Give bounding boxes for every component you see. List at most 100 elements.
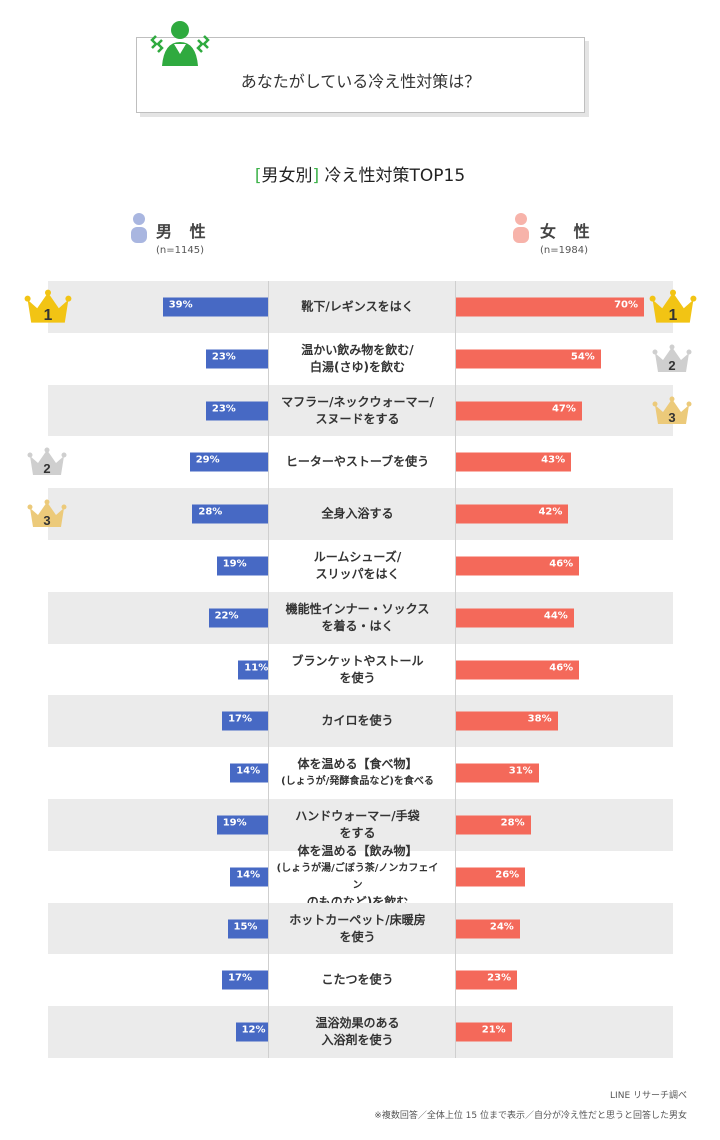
female-n: (n=1984) — [540, 245, 588, 256]
category-label-line: カイロを使う — [321, 713, 394, 728]
category-label: ブランケットやストール を使う — [275, 653, 440, 687]
female-value-label: 23% — [487, 972, 512, 984]
female-value-label: 26% — [495, 869, 520, 881]
rank-number: 3 — [43, 513, 50, 528]
rank-number: 2 — [43, 461, 50, 476]
category-label: ヒーターやストーブを使う — [275, 454, 440, 471]
category-label: 靴下/レギンスをはく — [275, 298, 440, 315]
female-person-icon — [513, 213, 529, 243]
female-bar: 23% — [455, 970, 518, 990]
female-value-label: 42% — [538, 506, 563, 518]
rank-number: 1 — [44, 307, 53, 324]
female-value-label: 24% — [489, 921, 514, 932]
female-value-label: 44% — [543, 610, 568, 622]
category-label: 機能性インナー・ソックス を着る・はく — [275, 601, 440, 635]
male-bar: 19% — [216, 556, 268, 576]
male-value-label: 23% — [211, 403, 236, 414]
category-label-line: スリッパをはく — [315, 566, 400, 581]
male-bar: 17% — [222, 711, 268, 731]
category-label-line: ルームシューズ/ — [313, 549, 402, 564]
female-bar: 46% — [455, 660, 580, 679]
female-value-label: 54% — [570, 351, 595, 363]
female-bar: 28% — [455, 815, 531, 835]
chart-row — [48, 1006, 673, 1058]
category-label-line: スヌードをする — [315, 411, 400, 426]
source-note: LINE リサーチ調べ — [610, 1091, 687, 1101]
female-bar: 26% — [455, 867, 526, 887]
male-bar: 17% — [222, 970, 268, 990]
female-bar: 46% — [455, 556, 580, 576]
female-bar: 31% — [455, 763, 539, 783]
category-label-line: (しょうが湯/ごぼう茶/ノンカフェイン — [276, 862, 439, 891]
male-bar: 23% — [205, 349, 268, 369]
male-value-label: 15% — [233, 921, 258, 932]
female-value-label: 38% — [527, 713, 552, 725]
category-label-line: を使う — [339, 929, 376, 944]
male-value-label: 22% — [214, 610, 239, 622]
rank-number: 2 — [668, 358, 675, 373]
male-person-icon — [131, 213, 147, 243]
rank-number: 1 — [669, 307, 678, 324]
question-text: あなたがしている冷え性対策は？ — [240, 72, 481, 91]
male-bar: 22% — [208, 608, 268, 628]
male-value-label: 39% — [168, 299, 193, 311]
male-value-label: 19% — [222, 558, 247, 570]
female-bar: 24% — [455, 919, 520, 938]
rank-3-crown-icon: 3 — [27, 499, 67, 528]
female-bar: 43% — [455, 452, 572, 472]
female-bar: 47% — [455, 401, 582, 420]
category-label-line: 機能性インナー・ソックス — [285, 601, 430, 616]
rank-3-crown-icon: 3 — [652, 396, 692, 425]
male-bar: 14% — [230, 867, 268, 887]
category-label: ハンドウォーマー/手袋 をする — [275, 808, 440, 842]
category-label-line: 温浴効果のある — [315, 1016, 400, 1031]
category-label: こたつを使う — [275, 972, 440, 989]
category-label: 体を温める【食べ物】 (しょうが/発酵食品など)を食べる — [275, 756, 440, 790]
male-n: (n=1145) — [156, 245, 204, 256]
male-bar: 12% — [235, 1022, 268, 1042]
category-label-line: マフラー/ネックウォーマー/ — [281, 394, 434, 409]
category-label-line: ハンドウォーマー/手袋 — [295, 808, 420, 823]
category-label: カイロを使う — [275, 713, 440, 730]
chart-row — [48, 488, 673, 540]
category-label-line: ブランケットやストール — [291, 653, 424, 668]
male-bar: 19% — [216, 815, 268, 835]
male-bar: 15% — [227, 919, 268, 938]
female-value-label: 21% — [481, 1024, 506, 1036]
male-value-label: 14% — [236, 869, 261, 881]
category-label: 体を温める【飲み物】(しょうが湯/ごぼう茶/ノンカフェインのものなど)を飲む — [275, 843, 440, 911]
category-label: ルームシューズ/スリッパをはく — [275, 549, 440, 583]
category-label: マフラー/ネックウォーマー/スヌードをする — [275, 394, 440, 428]
male-bar: 39% — [162, 297, 268, 317]
female-label: 女 性 — [540, 222, 596, 241]
rank-2-crown-icon: 2 — [27, 447, 67, 476]
chart-row — [48, 902, 673, 955]
male-axis-line — [268, 281, 269, 1058]
male-value-label: 17% — [228, 972, 253, 984]
male-bar: 28% — [192, 504, 268, 524]
male-bar: 29% — [189, 452, 268, 472]
category-label-line: 体を温める【食べ物】 — [297, 757, 418, 772]
male-value-label: 12% — [241, 1024, 266, 1036]
male-value-label: 17% — [228, 713, 253, 725]
footnote: ※複数回答／全体上位 15 位まで表示／自分が冷え性だと思うと回答した男女 — [374, 1111, 687, 1121]
subtitle-main: 冷え性対策TOP15 — [319, 166, 466, 186]
female-bar: 70% — [455, 297, 644, 317]
female-axis-line — [455, 281, 456, 1058]
category-label: 温かい飲み物を飲む/白湯(さゆ)を飲む — [275, 342, 440, 376]
category-label-line: こたつを使う — [321, 972, 394, 987]
male-value-label: 19% — [222, 817, 247, 829]
female-bar: 44% — [455, 608, 574, 628]
female-value-label: 46% — [549, 558, 574, 570]
female-bar: 42% — [455, 504, 569, 524]
female-value-label: 43% — [541, 454, 566, 466]
subtitle-bracket-label: 男女別 — [261, 166, 313, 186]
male-value-label: 23% — [211, 351, 236, 363]
chart-row — [48, 799, 673, 851]
rank-1-crown-icon: 1 — [649, 289, 697, 324]
male-label: 男 性 — [156, 222, 212, 241]
male-bar: 14% — [230, 763, 268, 783]
male-bar: 23% — [205, 401, 268, 420]
female-value-label: 47% — [551, 403, 576, 414]
